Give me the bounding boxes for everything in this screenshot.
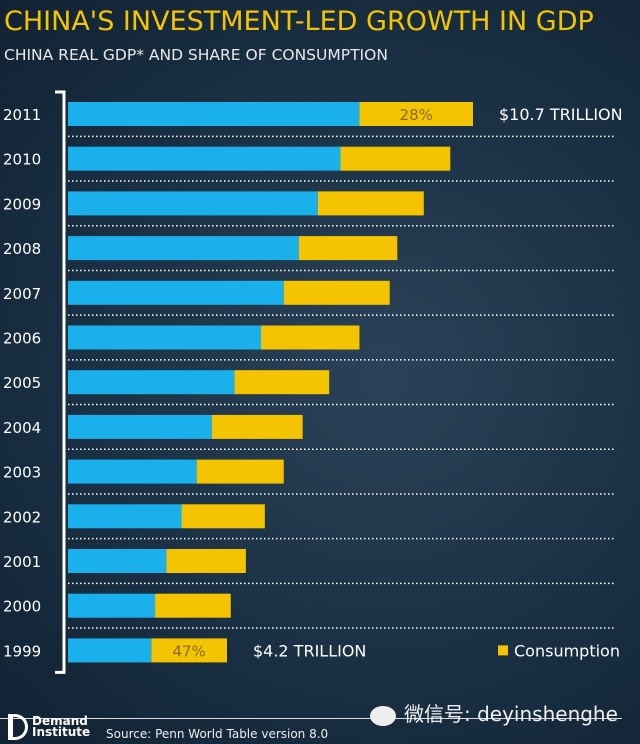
bar-consumption [317,191,424,216]
chart-subtitle: CHINA REAL GDP* AND SHARE OF CONSUMPTION [4,46,388,64]
year-label: 2003 [3,464,41,482]
bar-consumption [261,325,360,350]
year-label: 2006 [3,330,41,348]
logo-line2: Institute [32,725,91,739]
share-label: 28% [400,106,433,124]
bar-investment-other [68,325,262,350]
year-label: 2010 [3,151,41,169]
total-label: $10.7 TRILLION [499,105,623,124]
year-label: 2007 [3,285,41,303]
year-label: 2004 [3,419,41,437]
wechat-watermark: 微信号: deyinshenghe [370,698,618,727]
bar-investment-other [68,459,197,484]
year-label: 2005 [3,374,41,392]
year-label: 2008 [3,240,41,258]
year-label: 2011 [3,106,41,124]
bar-consumption [181,504,265,529]
bar-consumption [234,370,330,395]
bar-investment-other [68,370,235,395]
wechat-icon [370,705,396,726]
bar-investment-other [68,146,341,171]
bar-consumption [298,236,398,261]
bar-consumption [196,459,284,484]
bar-investment-other [68,236,299,261]
year-label: 2000 [3,598,41,616]
logo-line1: Demand [32,714,88,728]
bar-consumption [155,593,231,618]
year-label: 2001 [3,553,41,571]
bar-investment-other [68,191,318,216]
legend-swatch [498,645,508,656]
bar-consumption [166,549,246,573]
bar-consumption [211,414,303,439]
footer-divider [0,718,622,719]
bar-investment-other [68,414,212,439]
total-label: $4.2 TRILLION [253,641,366,660]
bar-investment-other [68,102,360,126]
axis-bracket [55,90,66,674]
share-label: 47% [172,642,205,660]
year-label: 2002 [3,508,41,526]
chart-title: CHINA'S INVESTMENT-LED GROWTH IN GDP [4,6,594,37]
bar-consumption [340,146,451,171]
bar-consumption [359,102,473,126]
demand-institute-logo: Demand Institute [8,714,90,740]
bar-consumption [283,280,390,305]
bar-consumption [151,638,227,663]
bar-investment-other [68,638,152,663]
watermark-text: 微信号: deyinshenghe [404,702,618,726]
legend-label: Consumption [514,641,620,660]
bar-investment-other [68,593,156,618]
bar-investment-other [68,549,167,573]
source-note: Source: Penn World Table version 8.0 [106,727,329,741]
year-label: 2009 [3,195,41,213]
year-label: 1999 [3,642,41,660]
logo-d-icon [8,714,28,740]
bar-investment-other [68,504,182,529]
bar-investment-other [68,280,284,305]
